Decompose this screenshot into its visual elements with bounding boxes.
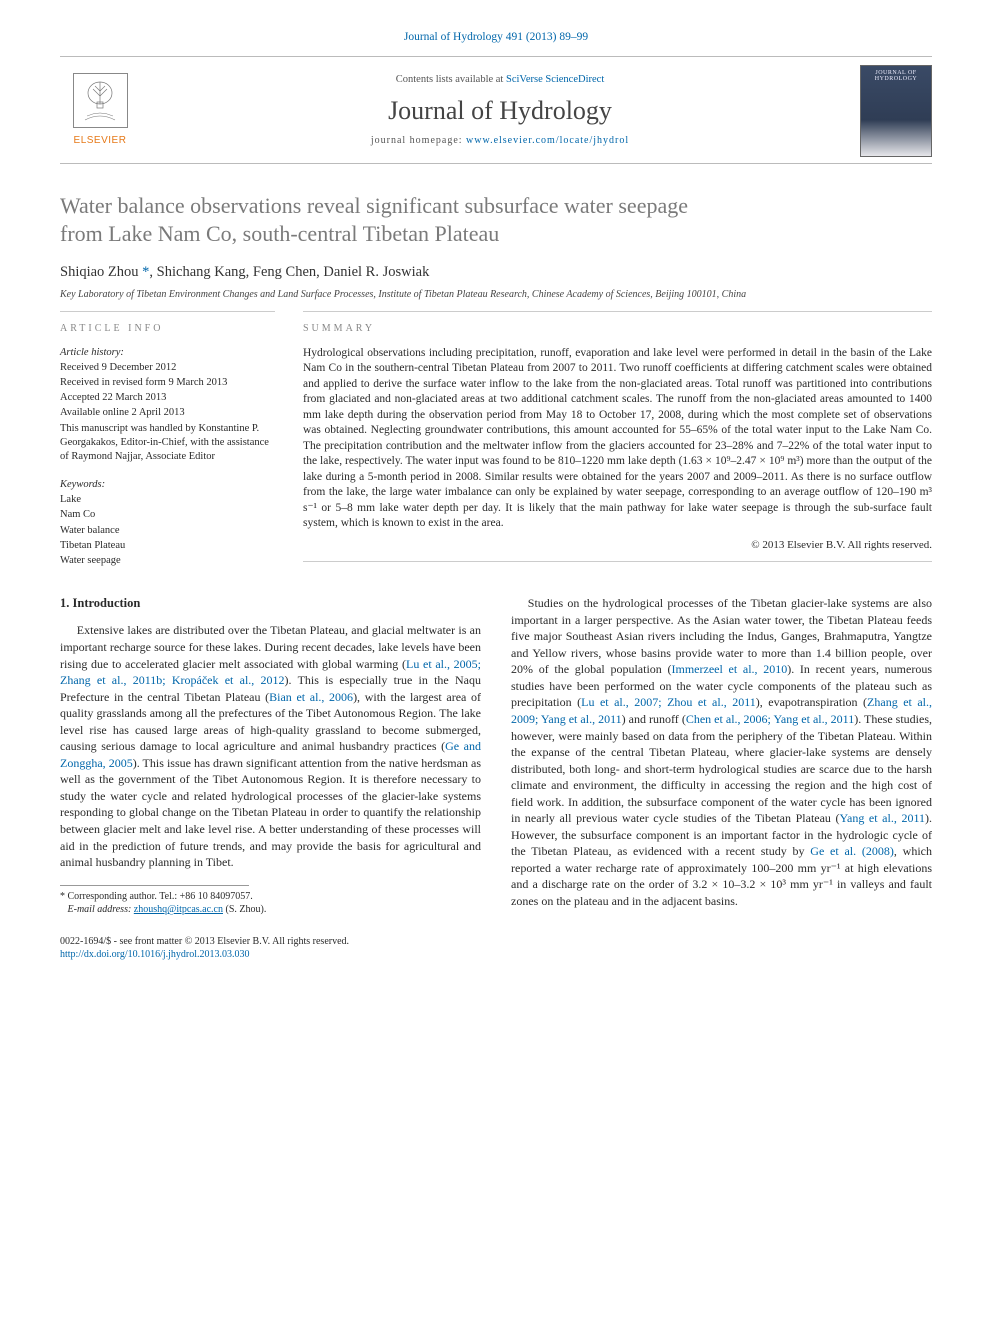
intro-para-2: Studies on the hydrological processes of… [511,595,932,909]
affiliation: Key Laboratory of Tibetan Environment Ch… [60,288,932,301]
history-editor: This manuscript was handled by Konstanti… [60,422,275,465]
citation[interactable]: Immerzeel et al., 2010 [672,662,788,676]
corr-tel: * Corresponding author. Tel.: +86 10 840… [60,890,481,904]
article-title: Water balance observations reveal signif… [60,192,932,249]
keywords-label: Keywords: [60,478,275,492]
t: ) and runoff ( [622,712,686,726]
publisher-name: ELSEVIER [74,134,127,148]
doi-link[interactable]: http://dx.doi.org/10.1016/j.jhydrol.2013… [60,949,250,960]
top-citation: Journal of Hydrology 491 (2013) 89–99 [60,30,932,46]
info-summary-row: article info Article history: Received 9… [60,301,932,569]
article-info: article info Article history: Received 9… [60,301,275,569]
t: ), evapotranspiration ( [756,695,867,709]
citation[interactable]: Chen et al., 2006; Yang et al., 2011 [686,712,854,726]
t: ). These studies, however, were mainly b… [511,712,932,825]
author-list: Shiqiao Zhou *, Shichang Kang, Feng Chen… [60,263,932,283]
citation[interactable]: Yang et al., 2011 [840,811,925,825]
citation[interactable]: Bian et al., 2006 [269,690,353,704]
history-received: Received 9 December 2012 [60,361,275,375]
footnote-rule [60,885,249,886]
front-matter-line: 0022-1694/$ - see front matter © 2013 El… [60,935,932,949]
title-line-2: from Lake Nam Co, south-central Tibetan … [60,221,499,246]
citation[interactable]: Lu et al., 2007; Zhou et al., 2011 [581,695,756,709]
title-line-1: Water balance observations reveal signif… [60,193,688,218]
intro-heading: 1. Introduction [60,595,481,612]
corr-email-line: E-mail address: zhoushq@itpcas.ac.cn (S.… [60,903,481,917]
summary-heading: summary [303,311,932,336]
email-label: E-mail address: [68,904,134,915]
column-right: Studies on the hydrological processes of… [511,595,932,916]
homepage-prefix: journal homepage: [371,135,466,146]
summary-block: summary Hydrological observations includ… [303,301,932,569]
bottom-meta: 0022-1694/$ - see front matter © 2013 El… [60,935,932,962]
citation[interactable]: Ge et al. (2008) [810,844,894,858]
homepage-link[interactable]: www.elsevier.com/locate/jhydrol [466,135,629,146]
keyword-4: Tibetan Plateau [60,539,275,553]
info-heading: article info [60,311,275,336]
keyword-1: Lake [60,493,275,507]
journal-name: Journal of Hydrology [140,93,860,128]
history-revised: Received in revised form 9 March 2013 [60,376,275,390]
keyword-3: Water balance [60,524,275,538]
avail-prefix: Contents lists available at [396,74,506,85]
email-suffix: (S. Zhou). [223,904,266,915]
contents-available: Contents lists available at SciVerse Sci… [140,73,860,87]
publisher-block: ELSEVIER [60,73,140,148]
keyword-5: Water seepage [60,554,275,568]
corr-email-link[interactable]: zhoushq@itpcas.ac.cn [134,904,223,915]
cover-label: JOURNAL OF HYDROLOGY [861,70,931,83]
masthead-center: Contents lists available at SciVerse Sci… [140,73,860,148]
summary-rule [303,561,932,562]
masthead: ELSEVIER Contents lists available at Sci… [60,56,932,164]
corresponding-footnote: * Corresponding author. Tel.: +86 10 840… [60,890,481,917]
authors-rest: , Shichang Kang, Feng Chen, Daniel R. Jo… [149,264,429,280]
author-1: Shiqiao Zhou [60,264,139,280]
t: ). This issue has drawn significant atte… [60,756,481,869]
column-left: 1. Introduction Extensive lakes are dist… [60,595,481,916]
journal-cover-thumb: JOURNAL OF HYDROLOGY [860,65,932,157]
summary-copyright: © 2013 Elsevier B.V. All rights reserved… [303,538,932,553]
history-online: Available online 2 April 2013 [60,406,275,420]
elsevier-tree-icon [73,73,128,128]
journal-homepage: journal homepage: www.elsevier.com/locat… [140,134,860,148]
summary-body: Hydrological observations including prec… [303,346,932,532]
keyword-2: Nam Co [60,508,275,522]
sciencedirect-link[interactable]: SciVerse ScienceDirect [506,74,604,85]
body-columns: 1. Introduction Extensive lakes are dist… [60,595,932,916]
history-label: Article history: [60,346,275,360]
history-accepted: Accepted 22 March 2013 [60,391,275,405]
intro-para-1: Extensive lakes are distributed over the… [60,622,481,870]
